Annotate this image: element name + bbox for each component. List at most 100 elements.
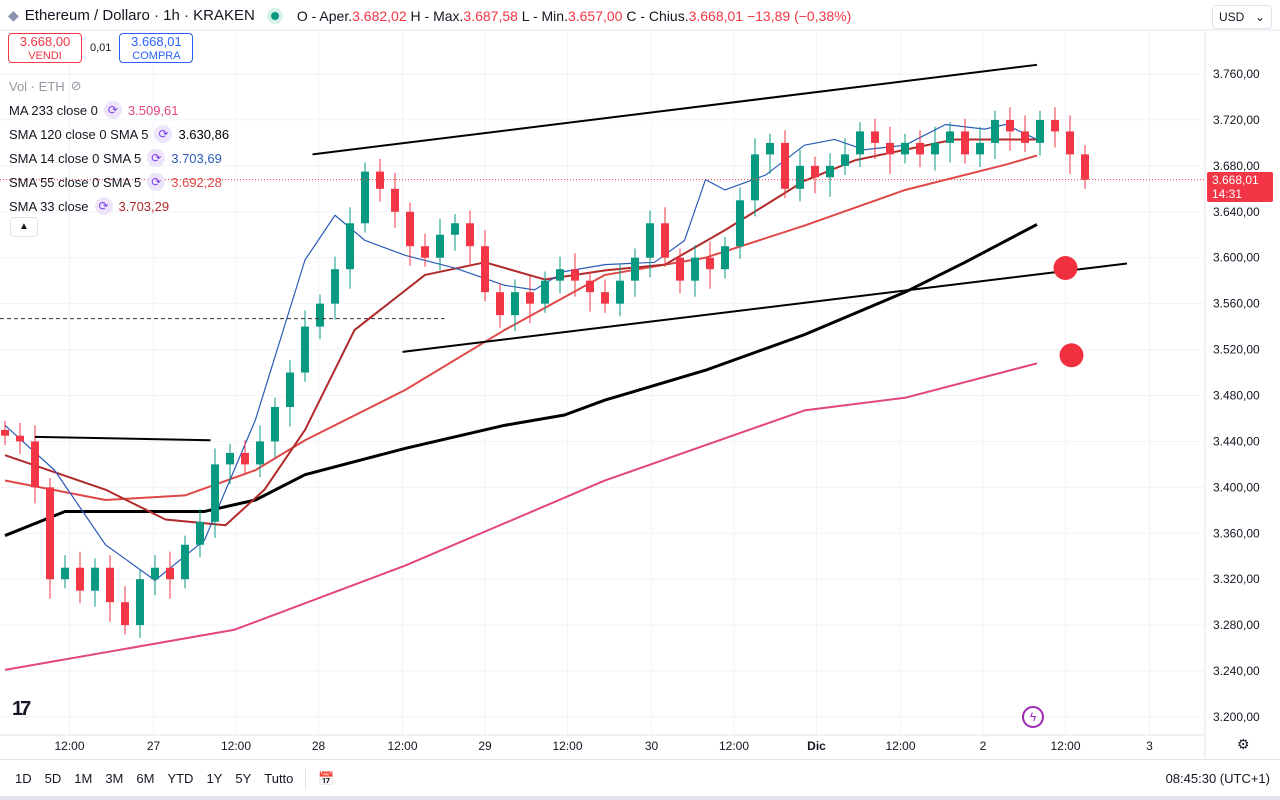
collapse-legend-button[interactable]: ▲ [10, 217, 38, 237]
candle-body [646, 223, 654, 258]
time-tick-label: 3 [1146, 739, 1153, 753]
candle-body [1081, 154, 1089, 180]
candle-body [796, 165, 804, 189]
legend-sma14[interactable]: SMA 14 close 0 SMA 5 ⟳ 3.703,69 [9, 149, 222, 167]
chevron-down-icon: ⌄ [1254, 10, 1265, 24]
candle-body [466, 223, 474, 247]
candle-body [766, 142, 774, 155]
candle-body [721, 246, 729, 270]
divider [305, 768, 307, 789]
price-tick-label: 3.520,00 [1213, 343, 1260, 357]
time-tick-label: 12:00 [719, 739, 749, 753]
refresh-icon[interactable]: ⟳ [103, 101, 122, 119]
candle-body [1036, 119, 1044, 143]
price-tick-label: 3.320,00 [1213, 572, 1260, 586]
candle-body [961, 131, 969, 155]
candle-body [556, 269, 564, 281]
price-tick-label: 3.280,00 [1213, 618, 1260, 632]
range-button-ytd[interactable]: YTD [167, 771, 194, 786]
time-tick-label: 12:00 [885, 739, 915, 753]
candle-body [736, 200, 744, 247]
candle-body [166, 567, 174, 580]
candle-body [976, 142, 984, 155]
range-button-5d[interactable]: 5D [44, 771, 62, 786]
candle-body [496, 292, 504, 316]
clock[interactable]: 08:45:30 (UTC+1) [1165, 771, 1270, 786]
candle-body [1, 429, 9, 436]
buy-button[interactable]: 3.668,01 COMPRA [119, 33, 194, 63]
bottom-strip [0, 796, 1280, 800]
chart-header: ◆ Ethereum / Dollaro · 1h · KRAKEN O - A… [8, 7, 851, 24]
price-tick-label: 3.480,00 [1213, 388, 1260, 402]
candle-body [121, 602, 129, 626]
candle-body [916, 142, 924, 155]
candle-body [256, 441, 264, 465]
range-button-3m[interactable]: 3M [105, 771, 124, 786]
price-tick-label: 3.200,00 [1213, 710, 1260, 724]
hidden-eye-icon[interactable]: ⊘ [70, 78, 82, 93]
candle-body [856, 131, 864, 155]
time-tick-label: 27 [147, 739, 161, 753]
symbol-title[interactable]: Ethereum / Dollaro · 1h · KRAKEN [24, 7, 255, 24]
range-button-1d[interactable]: 1D [15, 771, 32, 786]
bottom-toolbar: 1D 5D 1M 3M 6M YTD 1Y 5Y Tutto 📅 08:45:30 (UTC+1… [0, 759, 1280, 797]
candle-body [586, 280, 594, 293]
price-tick-label: 3.760,00 [1213, 67, 1260, 81]
candle-body [676, 257, 684, 281]
range-button-tutto[interactable]: Tutto [264, 771, 294, 786]
candle-body [226, 452, 234, 465]
legend-ma233[interactable]: MA 233 close 0 ⟳ 3.509,61 [9, 101, 179, 119]
sell-button[interactable]: 3.668,00 VENDI [8, 33, 82, 63]
trendline [34, 435, 211, 442]
currency-select[interactable]: USD ⌄ [1212, 5, 1272, 29]
time-tick-label: 28 [312, 739, 326, 753]
ethereum-logo-icon: ◆ [8, 7, 19, 23]
indicator-legend: Vol · ETH ⊘ MA 233 close 0 ⟳ 3.509,61 SMA 1… [9, 74, 229, 218]
candle-body [946, 131, 954, 143]
price-tick-label: 3.640,00 [1213, 205, 1260, 219]
range-button-5y[interactable]: 5Y [235, 771, 252, 786]
candle-body [631, 257, 639, 281]
candle-body [541, 280, 549, 304]
candle-body [661, 223, 669, 258]
range-button-6m[interactable]: 6M [136, 771, 155, 786]
candle-body [931, 142, 939, 155]
refresh-icon[interactable]: ⟳ [154, 125, 173, 143]
legend-sma55[interactable]: SMA 55 close 0 SMA 5 ⟳ 3.692,28 [9, 173, 222, 191]
candle-body [136, 579, 144, 626]
candle-body [346, 223, 354, 270]
candle-body [991, 119, 999, 143]
time-tick-label: Dic [807, 739, 826, 753]
candle-body [601, 292, 609, 304]
refresh-icon[interactable]: ⟳ [147, 173, 166, 191]
candle-body [406, 211, 414, 247]
refresh-icon[interactable]: ⟳ [147, 149, 166, 167]
range-button-1y[interactable]: 1Y [206, 771, 223, 786]
candle-body [691, 257, 699, 281]
volume-legend[interactable]: Vol · ETH ⊘ [9, 78, 82, 94]
refresh-icon[interactable]: ⟳ [94, 197, 113, 215]
lightning-icon[interactable]: ϟ [1022, 706, 1044, 728]
candle-body [511, 292, 519, 316]
range-button-1m[interactable]: 1M [74, 771, 93, 786]
goto-date-calendar-icon[interactable]: 📅 [318, 770, 335, 786]
candle-body [301, 326, 309, 373]
candle-body [421, 246, 429, 258]
trendline [312, 63, 1038, 156]
candle-body [151, 567, 159, 580]
candle-body [46, 487, 54, 580]
legend-sma120[interactable]: SMA 120 close 0 SMA 5 ⟳ 3.630,86 [9, 125, 230, 143]
candle-body [436, 234, 444, 258]
candle-body [706, 257, 714, 270]
legend-sma33[interactable]: SMA 33 close ⟳ 3.703,29 [9, 197, 170, 215]
price-tick-label: 3.440,00 [1213, 434, 1260, 448]
candle-body [841, 154, 849, 166]
price-tick-label: 3.720,00 [1213, 113, 1260, 127]
tradingview-logo[interactable]: 17 [12, 698, 31, 720]
candle-body [811, 165, 819, 178]
candle-body [571, 269, 579, 281]
candle-body [286, 372, 294, 407]
axis-settings-icon[interactable]: ⚙ [1237, 736, 1250, 752]
time-tick-label: 12:00 [387, 739, 417, 753]
